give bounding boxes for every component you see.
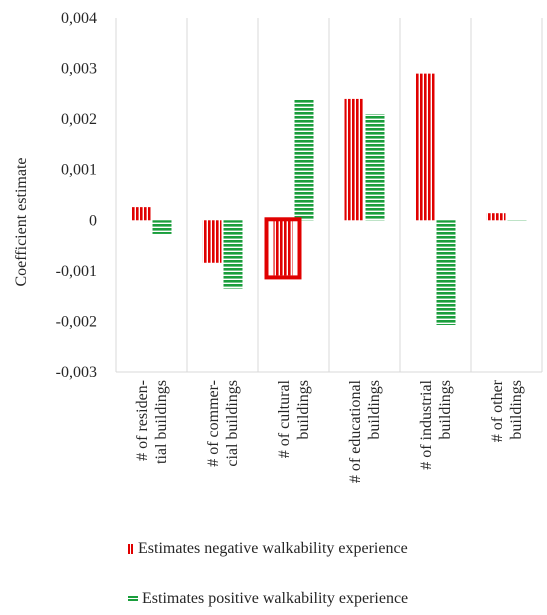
y-tick-label: -0,001 [56,263,97,280]
legend-label-negative: Estimates negative walkability experienc… [138,540,408,557]
bar-positive [365,114,385,221]
bar-negative [486,213,506,221]
bar-positive [223,220,243,289]
bar-positive [152,220,172,234]
x-category-label-line: # of residen- [134,380,151,461]
legend-label-positive: Estimates positive walkability experienc… [142,590,409,607]
highlight-box [264,217,302,280]
x-category-label-line: # of educational [347,379,364,483]
x-category-label-line: buildings [437,380,454,440]
legend-item-positive: Estimates positive walkability experienc… [128,590,408,608]
y-axis-label: Coefficient estimate [13,158,30,287]
bar-negative [131,207,151,221]
x-category-label-line: buildings [508,380,525,440]
y-tick-label: 0,002 [61,111,97,128]
x-category-label: # of residen-tial buildings [134,380,170,464]
bar-negative [415,73,435,221]
bar-negative [273,220,293,276]
x-category-label-line: # of industrial [418,379,435,469]
grid-layer [115,18,543,373]
x-category-label: # of cultural buildings [276,379,312,458]
x-category-label: # of other buildings [489,379,525,442]
y-tick-label: 0,004 [61,10,97,27]
x-category-label-line: buildings [295,380,312,440]
bar-positive [507,219,527,221]
bar-positive [436,220,456,325]
y-tick-label: 0,001 [61,162,97,179]
bar-negative [344,98,364,221]
x-category-labels: # of residen-tial buildings # of commer-c… [134,379,525,483]
y-tick-label: 0 [89,212,97,229]
y-tick-labels: 0,004 0,003 0,002 0,001 0 -0,001 -0,002 -0,003 [56,10,97,381]
x-category-label: # of educational buildings [347,379,383,483]
bars-layer [131,73,527,325]
legend-swatch-negative [128,544,134,554]
y-tick-label: -0,002 [56,313,97,330]
legend-swatch-positive [128,596,138,602]
x-category-label-line: buildings [366,380,383,440]
legend-item-negative: Estimates negative walkability experienc… [128,540,408,558]
x-category-label-line: # of cultural [276,379,293,458]
x-category-label-line: # of other [489,379,506,442]
x-category-label-line: cial buildings [224,380,241,467]
bar-positive [294,99,314,221]
x-category-label-line: tial buildings [153,380,170,464]
x-category-label-line: # of commer- [205,380,222,467]
y-tick-label: -0,003 [56,364,97,381]
bar-negative [202,220,222,263]
y-tick-label: 0,003 [61,61,97,78]
x-category-label: # of commer-cial buildings [205,380,241,467]
x-category-label: # of industrial buildings [418,379,454,469]
